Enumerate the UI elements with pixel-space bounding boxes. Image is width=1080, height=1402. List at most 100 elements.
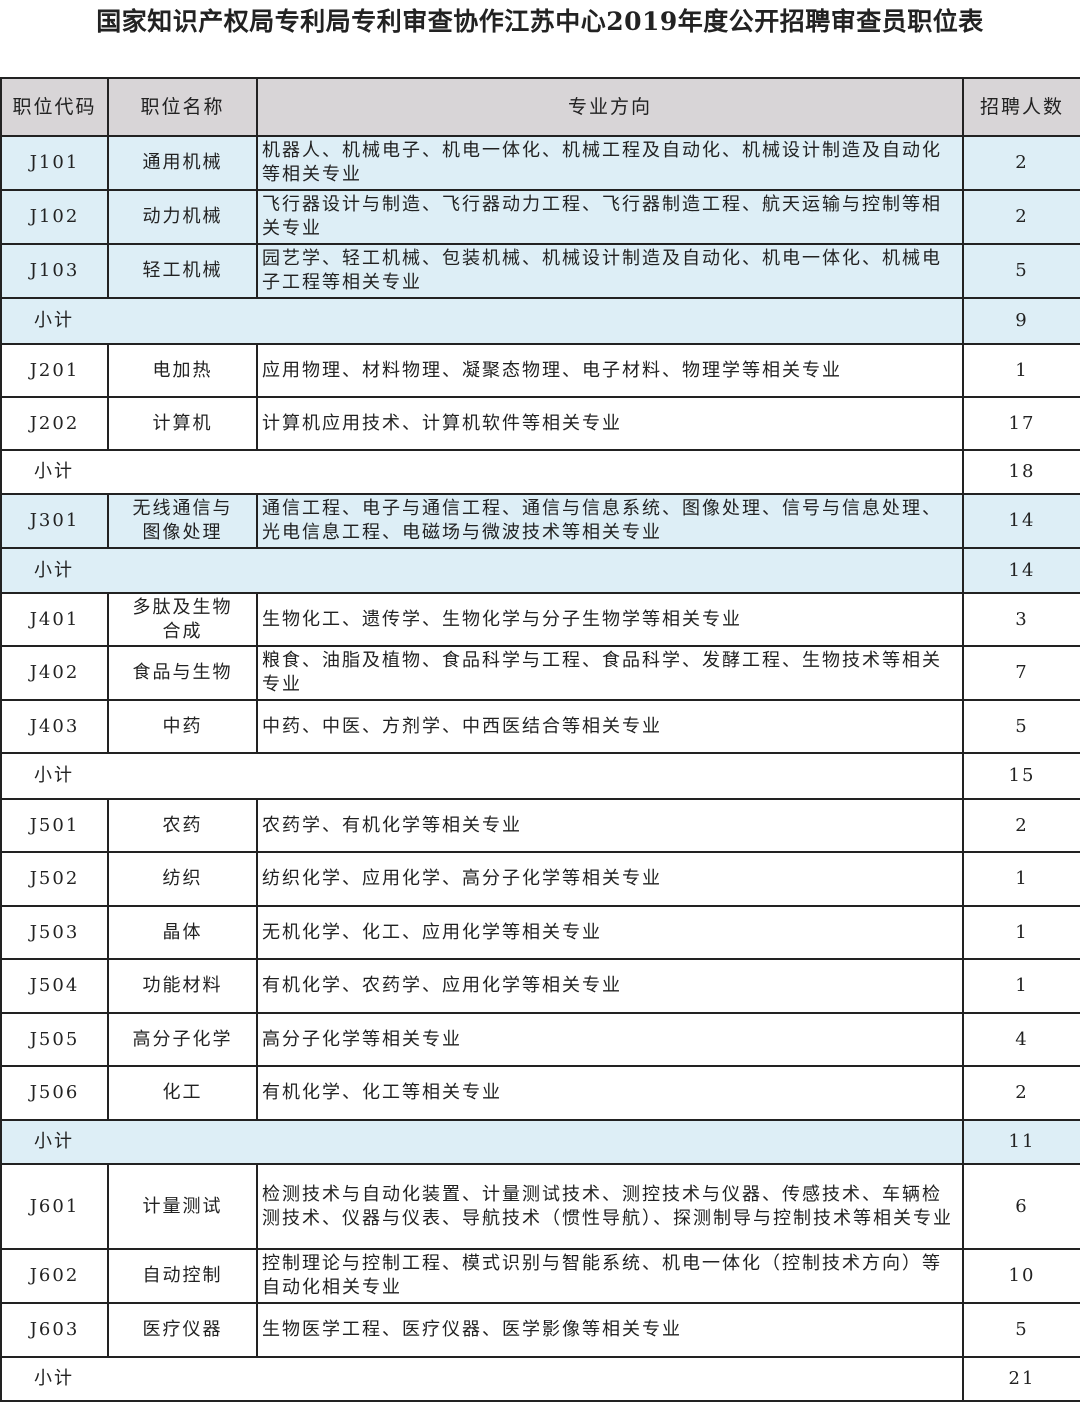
position-name: 无线通信与图像处理 bbox=[107, 493, 258, 549]
table-row: J402 食品与生物 粮食、油脂及植物、食品科学与工程、食品科学、发酵工程、生物技术… bbox=[0, 645, 1080, 701]
position-count: 5 bbox=[962, 243, 1080, 299]
header-count: 招聘人数 bbox=[962, 77, 1080, 137]
table-row: J502 纺织 纺织化学、应用化学、高分子化学等相关专业 1 bbox=[0, 851, 1080, 907]
subtotal-label: 小计 bbox=[0, 449, 964, 495]
position-name: 化工 bbox=[107, 1065, 258, 1121]
position-major: 应用物理、材料物理、凝聚态物理、电子材料、物理学等相关专业 bbox=[256, 343, 964, 398]
position-name: 医疗仪器 bbox=[107, 1302, 258, 1358]
page-title: 国家知识产权局专利局专利审查协作江苏中心2019年度公开招聘审查员职位表 bbox=[96, 7, 984, 36]
position-count: 14 bbox=[962, 493, 1080, 549]
position-code: J505 bbox=[0, 1012, 109, 1067]
position-code: J603 bbox=[0, 1302, 109, 1358]
position-name: 食品与生物 bbox=[107, 645, 258, 701]
subtotal-label: 小计 bbox=[0, 297, 964, 345]
position-code: J102 bbox=[0, 189, 109, 245]
subtotal-count: 18 bbox=[962, 449, 1080, 495]
position-major: 有机化学、化工等相关专业 bbox=[256, 1065, 964, 1121]
position-code: J502 bbox=[0, 851, 109, 907]
subtotal-label: 小计 bbox=[0, 752, 964, 800]
position-count: 10 bbox=[962, 1248, 1080, 1304]
table-header-row: 职位代码 职位名称 专业方向 招聘人数 bbox=[0, 77, 1080, 137]
table-row: J601 计量测试 检测技术与自动化装置、计量测试技术、测控技术与仪器、传感技术、车… bbox=[0, 1163, 1080, 1250]
position-code: J601 bbox=[0, 1163, 109, 1250]
position-name: 高分子化学 bbox=[107, 1012, 258, 1067]
subtotal-count: 11 bbox=[962, 1119, 1080, 1165]
table-row: J401 多肽及生物合成 生物化工、遗传学、生物化学与分子生物学等相关专业 3 bbox=[0, 592, 1080, 647]
position-count: 5 bbox=[962, 699, 1080, 754]
position-count: 1 bbox=[962, 343, 1080, 398]
position-code: J403 bbox=[0, 699, 109, 754]
position-code: J103 bbox=[0, 243, 109, 299]
position-count: 2 bbox=[962, 189, 1080, 245]
position-major: 飞行器设计与制造、飞行器动力工程、飞行器制造工程、航天运输与控制等相关专业 bbox=[256, 189, 964, 245]
header-name: 职位名称 bbox=[107, 77, 258, 137]
position-count: 1 bbox=[962, 958, 1080, 1014]
subtotal-count: 15 bbox=[962, 752, 1080, 800]
position-name: 纺织 bbox=[107, 851, 258, 907]
table-row: J501 农药 农药学、有机化学等相关专业 2 bbox=[0, 798, 1080, 853]
position-major: 农药学、有机化学等相关专业 bbox=[256, 798, 964, 853]
position-name: 通用机械 bbox=[107, 135, 258, 191]
position-major: 计算机应用技术、计算机软件等相关专业 bbox=[256, 396, 964, 451]
subtotal-count: 14 bbox=[962, 547, 1080, 594]
position-code: J503 bbox=[0, 905, 109, 960]
table-row: J102 动力机械 飞行器设计与制造、飞行器动力工程、飞行器制造工程、航天运输与控制… bbox=[0, 189, 1080, 245]
position-name: 晶体 bbox=[107, 905, 258, 960]
position-major: 中药、中医、方剂学、中西医结合等相关专业 bbox=[256, 699, 964, 754]
table-row: J505 高分子化学 高分子化学等相关专业 4 bbox=[0, 1012, 1080, 1067]
subtotal-count: 9 bbox=[962, 297, 1080, 345]
table-row: J103 轻工机械 园艺学、轻工机械、包装机械、机械设计制造及自动化、机电一体化、机… bbox=[0, 243, 1080, 299]
position-major: 粮食、油脂及植物、食品科学与工程、食品科学、发酵工程、生物技术等相关专业 bbox=[256, 645, 964, 701]
subtotal-row: 小计 14 bbox=[0, 547, 1080, 594]
table-row: J301 无线通信与图像处理 通信工程、电子与通信工程、通信与信息系统、图像处理、信… bbox=[0, 493, 1080, 549]
position-name: 计量测试 bbox=[107, 1163, 258, 1250]
position-count: 17 bbox=[962, 396, 1080, 451]
position-count: 1 bbox=[962, 851, 1080, 907]
position-count: 6 bbox=[962, 1163, 1080, 1250]
position-name: 中药 bbox=[107, 699, 258, 754]
position-major: 生物医学工程、医疗仪器、医学影像等相关专业 bbox=[256, 1302, 964, 1358]
subtotal-row: 小计 15 bbox=[0, 752, 1080, 800]
table-row: J603 医疗仪器 生物医学工程、医疗仪器、医学影像等相关专业 5 bbox=[0, 1302, 1080, 1358]
position-code: J101 bbox=[0, 135, 109, 191]
header-major: 专业方向 bbox=[256, 77, 964, 137]
position-major: 检测技术与自动化装置、计量测试技术、测控技术与仪器、传感技术、车辆检测技术、仪器… bbox=[256, 1163, 964, 1250]
position-name: 功能材料 bbox=[107, 958, 258, 1014]
table-row: J201 电加热 应用物理、材料物理、凝聚态物理、电子材料、物理学等相关专业 1 bbox=[0, 343, 1080, 398]
header-code: 职位代码 bbox=[0, 77, 109, 137]
position-name: 计算机 bbox=[107, 396, 258, 451]
subtotal-row: 小计 21 bbox=[0, 1356, 1080, 1402]
position-name: 电加热 bbox=[107, 343, 258, 398]
position-code: J201 bbox=[0, 343, 109, 398]
position-code: J504 bbox=[0, 958, 109, 1014]
position-major: 高分子化学等相关专业 bbox=[256, 1012, 964, 1067]
position-count: 5 bbox=[962, 1302, 1080, 1358]
subtotal-count: 21 bbox=[962, 1356, 1080, 1402]
table-row: J506 化工 有机化学、化工等相关专业 2 bbox=[0, 1065, 1080, 1121]
subtotal-label: 小计 bbox=[0, 1356, 964, 1402]
subtotal-label: 小计 bbox=[0, 1119, 964, 1165]
position-count: 3 bbox=[962, 592, 1080, 647]
table-row: J504 功能材料 有机化学、农药学、应用化学等相关专业 1 bbox=[0, 958, 1080, 1014]
table-row: J602 自动控制 控制理论与控制工程、模式识别与智能系统、机电一体化（控制技术方向… bbox=[0, 1248, 1080, 1304]
table-row: J403 中药 中药、中医、方剂学、中西医结合等相关专业 5 bbox=[0, 699, 1080, 754]
position-major: 纺织化学、应用化学、高分子化学等相关专业 bbox=[256, 851, 964, 907]
position-code: J301 bbox=[0, 493, 109, 549]
position-count: 7 bbox=[962, 645, 1080, 701]
subtotal-row: 小计 9 bbox=[0, 297, 1080, 345]
position-name: 轻工机械 bbox=[107, 243, 258, 299]
position-major: 机器人、机械电子、机电一体化、机械工程及自动化、机械设计制造及自动化等相关专业 bbox=[256, 135, 964, 191]
table-row: J202 计算机 计算机应用技术、计算机软件等相关专业 17 bbox=[0, 396, 1080, 451]
position-count: 1 bbox=[962, 905, 1080, 960]
position-major: 园艺学、轻工机械、包装机械、机械设计制造及自动化、机电一体化、机械电子工程等相关… bbox=[256, 243, 964, 299]
position-major: 有机化学、农药学、应用化学等相关专业 bbox=[256, 958, 964, 1014]
position-code: J402 bbox=[0, 645, 109, 701]
table-row: J503 晶体 无机化学、化工、应用化学等相关专业 1 bbox=[0, 905, 1080, 960]
positions-table: 职位代码 职位名称 专业方向 招聘人数 J101 通用机械 机器人、机械电子、机电一… bbox=[0, 77, 1080, 1402]
table-row: J101 通用机械 机器人、机械电子、机电一体化、机械工程及自动化、机械设计制造及自… bbox=[0, 135, 1080, 191]
position-name: 动力机械 bbox=[107, 189, 258, 245]
position-major: 控制理论与控制工程、模式识别与智能系统、机电一体化（控制技术方向）等自动化相关专… bbox=[256, 1248, 964, 1304]
position-code: J401 bbox=[0, 592, 109, 647]
position-count: 2 bbox=[962, 1065, 1080, 1121]
position-count: 4 bbox=[962, 1012, 1080, 1067]
